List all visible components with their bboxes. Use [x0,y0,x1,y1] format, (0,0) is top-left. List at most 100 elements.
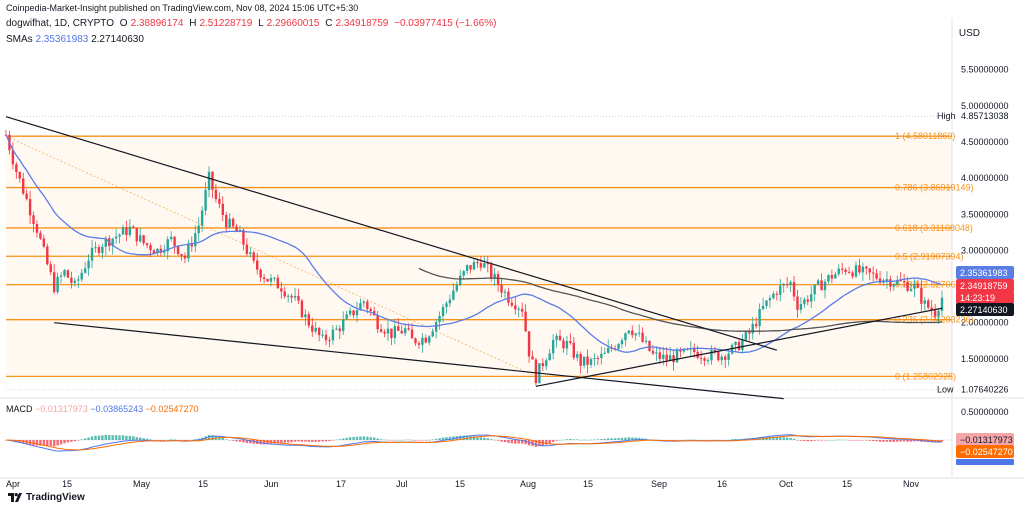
candle-body [490,264,493,279]
y-tick-label: 5.50000000 [961,65,1009,75]
candle-body [80,272,83,280]
candle-body [46,246,49,265]
macd-hist-bar [799,440,803,441]
fib-level-label: 0.786 (3.86919149) [895,183,974,193]
candle-body [713,350,717,352]
currency-label[interactable]: USD [958,28,980,39]
candle-body [400,330,403,334]
close-value: 2.34918759 [335,18,389,29]
macd-hist-bar [80,439,83,440]
candle-body [22,178,25,194]
candle-body [476,261,479,264]
tradingview-brand-label: TradingView [26,492,85,503]
candle-body [569,341,572,343]
macd-hist-bar [562,439,565,441]
macd-hist-bar [582,439,586,441]
macd-label[interactable]: MACD [6,404,33,414]
candle-body [493,274,496,279]
candle-body [262,277,266,279]
macd-hist-bar [238,440,242,442]
macd-hist-bar [152,439,156,441]
macd-hist-bar [503,440,507,443]
candle-body [607,347,610,353]
macd-hist-bar [703,440,706,441]
candle-body [868,268,871,273]
candle-body [407,328,410,330]
macd-hist-bar [854,440,858,441]
candle-body [286,295,290,297]
candle-body [906,282,909,291]
macd-hist-bar [727,439,730,441]
candle-body [534,359,538,384]
x-tick-label: 16 [717,479,727,489]
low-label: Low [937,385,954,395]
candle-body [834,274,837,279]
candle-body [128,226,132,236]
macd-hist-bar [321,440,324,442]
candle-body [441,306,445,316]
open-label: O [119,18,128,29]
macd-hist-bar [139,437,142,440]
macd-hist-bar [785,437,789,440]
macd-hist-bar [441,437,445,440]
x-tick-label: May [133,479,151,489]
candle-body [820,280,823,291]
candle-body [927,300,930,308]
candle-body [397,326,400,331]
macd-hist-bar [390,440,393,441]
symbol-label[interactable]: dogwifhat, 1D, CRYPTO [6,18,115,29]
macd-hist-bar [142,438,145,440]
candle-body [469,265,472,270]
tradingview-brand[interactable]: TradingView [8,492,85,503]
macd-hist-bar [882,440,885,442]
macd-hist-bar [335,439,338,441]
macd-hist-bar [83,438,87,440]
candle-body [913,283,916,289]
candle-body [276,277,280,289]
macd-hist-bar [359,436,362,440]
candle-body [56,276,59,293]
macd-hist-bar [465,435,469,440]
macd-legend: MACD −0.01317973 −0.03865243 −0.02547270 [6,404,198,414]
candle-body [920,287,923,304]
macd-hist-bar [896,440,899,442]
candle-body [727,353,730,360]
macd-hist-bar [121,435,125,440]
macd-hist-bar [190,439,194,441]
candle-body [589,359,593,365]
candle-body [861,266,865,273]
macd-hist-bar [830,439,834,441]
macd-hist-bar [125,435,128,440]
macd-hist-bar [476,436,479,440]
macd-hist-bar [693,439,696,441]
macd-hist-bar [101,435,104,440]
macd-hist-bar [266,440,269,445]
macd-hist-bar [448,436,452,440]
sma-fast-value: 2.35361983 [35,34,89,45]
candle-body [32,215,35,225]
candle-body [847,271,851,273]
candle-body [231,218,235,227]
sma-slow-value: 2.27140630 [91,34,144,45]
sma-label[interactable]: SMAs [6,34,33,45]
macd-hist-bar [686,439,689,441]
candle-body [507,291,510,303]
macd-hist-bar [913,440,916,442]
close-tag: 2.34918759 [960,281,1008,291]
macd-hist-bar [228,439,231,441]
candle-body [194,233,197,247]
macd-hist-bar [734,438,737,440]
macd-hist-bar [197,438,200,440]
candle-body [359,303,362,311]
macd-hist-bar [403,439,407,441]
low-label: L [258,18,264,29]
macd-hist-bar [820,440,823,441]
candle-body [362,301,366,304]
countdown-tag-bg [956,291,1014,304]
candle-body [761,305,765,309]
y-tick-label: 3.00000000 [961,245,1009,255]
x-tick-label: Aug [520,479,536,489]
macd-hist-bar [483,437,486,440]
candle-body [724,356,727,360]
